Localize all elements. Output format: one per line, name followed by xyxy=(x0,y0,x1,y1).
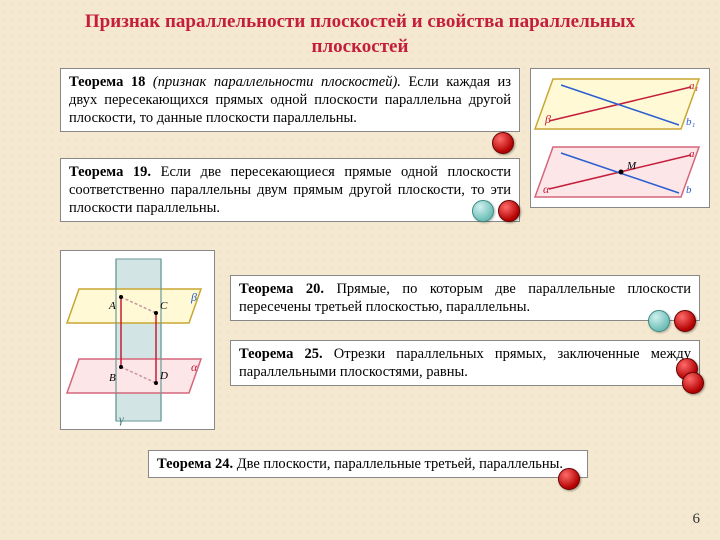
svg-text:B: B xyxy=(109,372,116,384)
theorem-label: Теорема 25. xyxy=(239,346,323,362)
svg-text:a₁: a₁ xyxy=(689,80,699,92)
marker-dot-icon xyxy=(648,310,670,332)
theorem-label: Теорема 20. xyxy=(239,281,324,297)
marker-dot-icon xyxy=(558,468,580,490)
svg-text:α: α xyxy=(191,360,198,374)
marker-dot-icon xyxy=(674,310,696,332)
page-title: Признак параллельности плоскостей и свой… xyxy=(0,0,720,63)
marker-dot-icon xyxy=(492,132,514,154)
marker-dot-icon xyxy=(472,200,494,222)
svg-text:α: α xyxy=(543,182,550,196)
page-number: 6 xyxy=(693,511,701,528)
svg-text:b: b xyxy=(686,184,692,196)
svg-text:D: D xyxy=(159,370,168,382)
svg-text:b₁: b₁ xyxy=(686,116,696,128)
theorem-label: Теорема 24. xyxy=(157,456,233,472)
theorem-label: Теорема 19. xyxy=(69,164,151,180)
theorem-text: Две плоскости, параллельные третьей, пар… xyxy=(237,456,563,472)
marker-dot-icon xyxy=(682,372,704,394)
svg-text:C: C xyxy=(160,300,168,312)
svg-text:a: a xyxy=(689,148,695,160)
svg-text:A: A xyxy=(108,300,116,312)
svg-text:β: β xyxy=(190,290,197,304)
theorem-18: Теорема 18 (признак параллельности плоск… xyxy=(60,68,520,132)
svg-text:M: M xyxy=(626,160,637,172)
theorem-qualifier: (признак параллельности плоскостей). xyxy=(153,74,401,90)
marker-dot-icon xyxy=(498,200,520,222)
theorem-20: Теорема 20. Прямые, по которым две парал… xyxy=(230,275,700,321)
svg-text:γ: γ xyxy=(119,412,124,426)
theorem-25: Теорема 25. Отрезки параллельных прямых,… xyxy=(230,340,700,386)
theorem-24: Теорема 24. Две плоскости, параллельные … xyxy=(148,450,588,478)
svg-text:β: β xyxy=(544,112,551,126)
diagram-two-planes: a₁ b₁ β M a b α xyxy=(530,68,710,208)
theorem-19: Теорема 19. Если две пересекающиеся прям… xyxy=(60,158,520,222)
theorem-label: Теорема 18 xyxy=(69,74,145,90)
diagram-cutting-plane: A C B D β α γ xyxy=(60,250,215,430)
